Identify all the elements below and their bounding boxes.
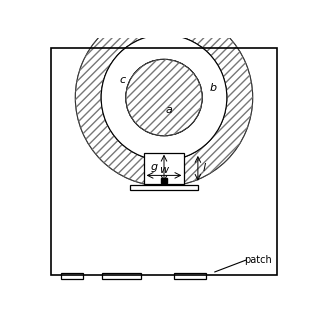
- Text: c: c: [119, 75, 125, 85]
- Bar: [130, 185, 198, 190]
- Bar: [60, 273, 83, 279]
- Text: a: a: [165, 105, 172, 115]
- Bar: [161, 178, 167, 183]
- Bar: [144, 153, 184, 184]
- Text: g: g: [151, 162, 158, 172]
- Text: w: w: [159, 165, 169, 175]
- Bar: [102, 273, 140, 279]
- Text: l: l: [203, 164, 206, 173]
- Text: patch: patch: [244, 255, 271, 265]
- Circle shape: [126, 59, 202, 136]
- Bar: [174, 273, 206, 279]
- Text: b: b: [210, 83, 217, 93]
